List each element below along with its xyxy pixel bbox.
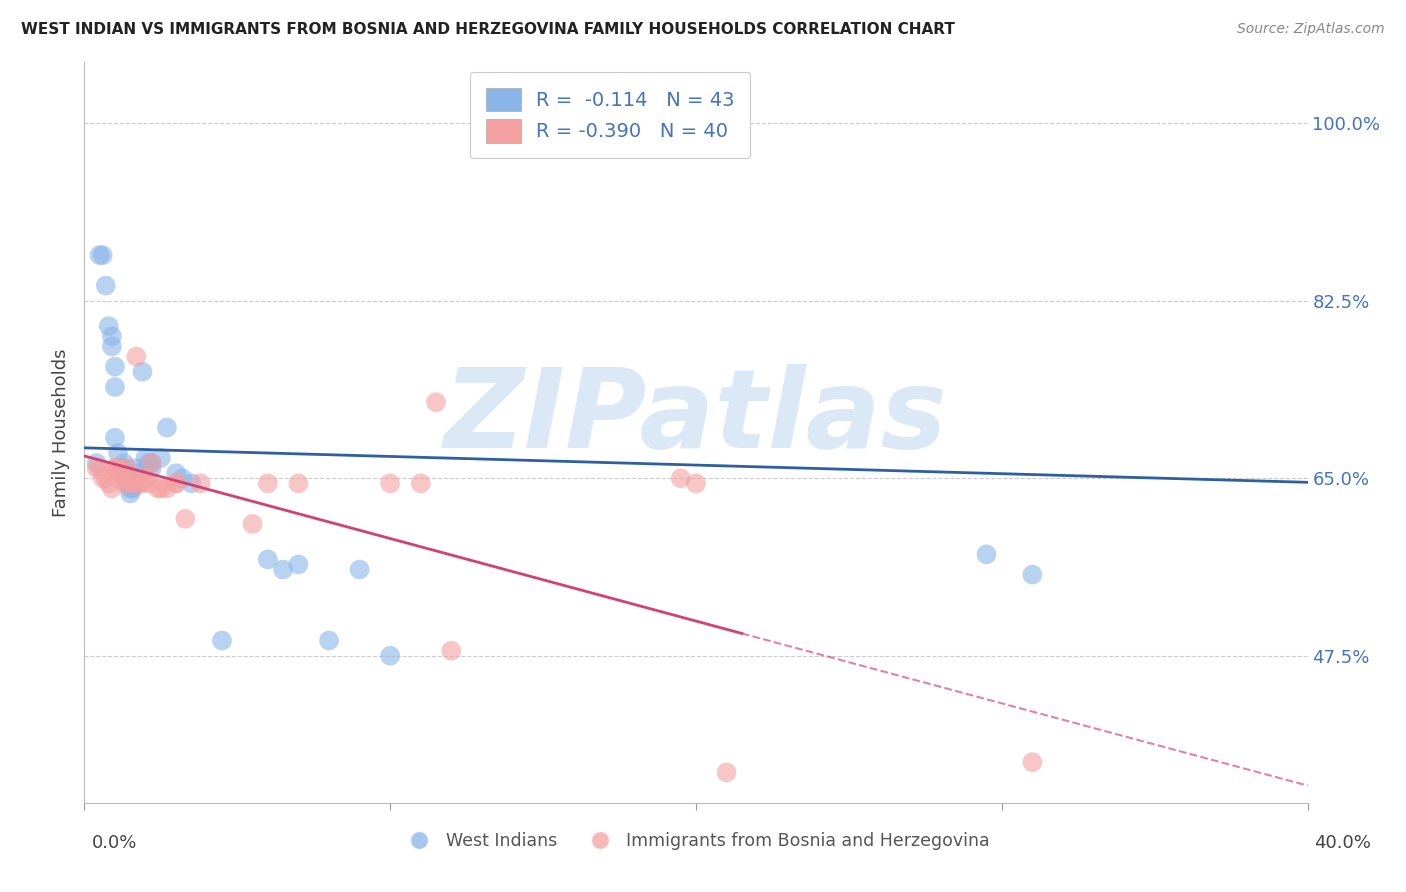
Point: [440, 643, 463, 657]
Point: [425, 395, 447, 409]
Point: [86, 456, 108, 470]
Point: [120, 476, 142, 491]
Point: [257, 552, 280, 566]
Point: [318, 633, 340, 648]
Point: [149, 450, 172, 465]
Point: [115, 461, 138, 475]
Point: [112, 471, 135, 485]
Text: WEST INDIAN VS IMMIGRANTS FROM BOSNIA AND HERZEGOVINA FAMILY HOUSEHOLDS CORRELAT: WEST INDIAN VS IMMIGRANTS FROM BOSNIA AN…: [21, 22, 955, 37]
Point: [138, 456, 160, 470]
Point: [120, 486, 142, 500]
Point: [146, 482, 169, 496]
Point: [112, 456, 135, 470]
Point: [89, 461, 111, 475]
Point: [97, 319, 120, 334]
Point: [107, 461, 129, 475]
Point: [120, 471, 142, 485]
Point: [138, 476, 160, 491]
Point: [180, 476, 202, 491]
Point: [89, 248, 111, 262]
Point: [685, 476, 707, 491]
Point: [110, 461, 132, 475]
Point: [104, 431, 127, 445]
Point: [112, 476, 135, 491]
Point: [135, 450, 157, 465]
Point: [211, 633, 233, 648]
Point: [104, 461, 127, 475]
Text: ZIPatlas: ZIPatlas: [444, 364, 948, 471]
Point: [257, 476, 280, 491]
Point: [125, 461, 148, 475]
Point: [107, 446, 129, 460]
Text: 40.0%: 40.0%: [1315, 834, 1371, 852]
Point: [128, 466, 150, 480]
Point: [91, 248, 114, 262]
Point: [716, 765, 738, 780]
Point: [349, 562, 371, 576]
Point: [125, 350, 148, 364]
Point: [101, 482, 124, 496]
Point: [122, 476, 145, 491]
Point: [380, 476, 402, 491]
Point: [120, 482, 142, 496]
Point: [174, 512, 197, 526]
Point: [115, 471, 138, 485]
Point: [122, 482, 145, 496]
Point: [104, 461, 127, 475]
Point: [409, 476, 432, 491]
Point: [165, 476, 187, 491]
Point: [135, 471, 157, 485]
Point: [107, 461, 129, 475]
Point: [104, 359, 127, 374]
Point: [110, 461, 132, 475]
Point: [190, 476, 212, 491]
Point: [287, 558, 309, 572]
Point: [101, 339, 124, 353]
Point: [165, 466, 187, 480]
Point: [110, 466, 132, 480]
Point: [976, 547, 998, 561]
Point: [141, 461, 163, 475]
Point: [104, 380, 127, 394]
Point: [156, 420, 179, 434]
Text: Source: ZipAtlas.com: Source: ZipAtlas.com: [1237, 22, 1385, 37]
Point: [94, 278, 117, 293]
Point: [131, 365, 153, 379]
Point: [149, 482, 172, 496]
Point: [86, 461, 108, 475]
Point: [669, 471, 692, 485]
Point: [141, 456, 163, 470]
Legend: West Indians, Immigrants from Bosnia and Herzegovina: West Indians, Immigrants from Bosnia and…: [395, 825, 997, 857]
Y-axis label: Family Households: Family Households: [52, 349, 70, 516]
Point: [380, 648, 402, 663]
Point: [91, 471, 114, 485]
Point: [112, 461, 135, 475]
Point: [271, 562, 294, 576]
Point: [101, 329, 124, 343]
Point: [112, 466, 135, 480]
Point: [128, 476, 150, 491]
Point: [165, 476, 187, 491]
Point: [172, 471, 194, 485]
Point: [1021, 756, 1043, 770]
Point: [131, 476, 153, 491]
Point: [94, 471, 117, 485]
Point: [242, 516, 264, 531]
Point: [156, 482, 179, 496]
Text: 0.0%: 0.0%: [91, 834, 136, 852]
Point: [141, 456, 163, 470]
Point: [287, 476, 309, 491]
Point: [115, 476, 138, 491]
Point: [97, 476, 120, 491]
Point: [1021, 567, 1043, 582]
